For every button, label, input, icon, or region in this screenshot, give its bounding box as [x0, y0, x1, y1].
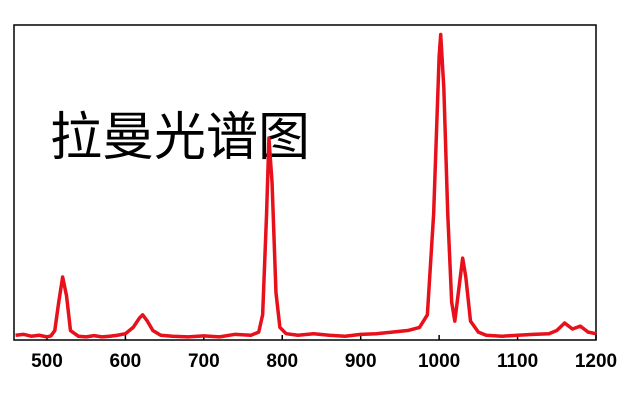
x-tick-label: 1100 — [497, 351, 538, 372]
x-tick-label: 900 — [345, 351, 377, 372]
spectrum-line — [15, 32, 597, 339]
x-tick-label: 1200 — [575, 351, 617, 372]
x-tick-label: 500 — [31, 351, 63, 372]
x-tick-label: 600 — [110, 351, 142, 372]
x-tick-label: 800 — [266, 351, 298, 372]
x-tick-label: 1000 — [418, 351, 460, 372]
plot-frame — [13, 24, 597, 341]
x-tick-label: 700 — [188, 351, 220, 372]
